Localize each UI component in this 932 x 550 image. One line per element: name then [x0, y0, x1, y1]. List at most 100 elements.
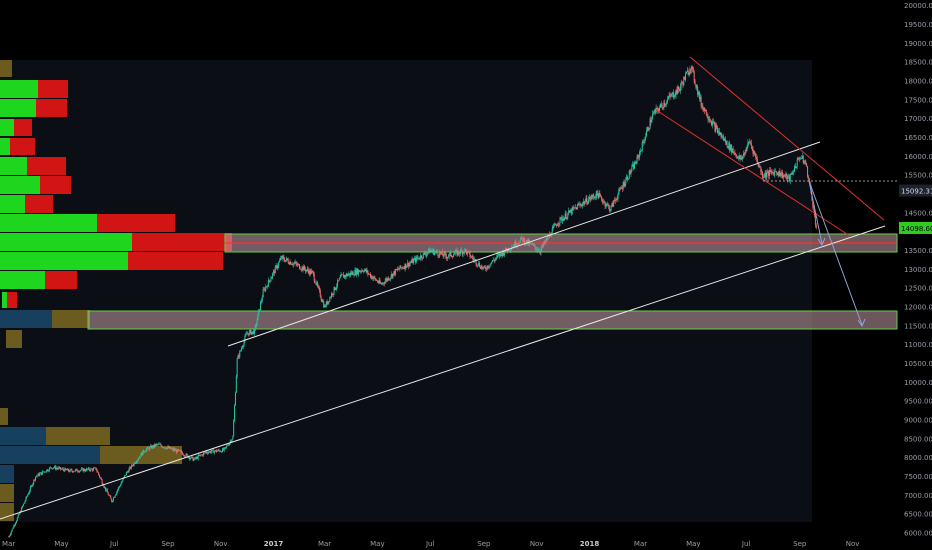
y-tick-label: 16000.00: [904, 153, 932, 161]
candle: [455, 248, 457, 254]
channel-upper-line: [689, 56, 885, 221]
candle: [492, 259, 494, 263]
candle: [712, 117, 714, 124]
y-tick-label: 7000.00: [904, 492, 932, 500]
candle: [731, 147, 733, 154]
candle: [588, 194, 590, 202]
candle: [532, 242, 534, 247]
candle: [727, 145, 729, 149]
candle: [133, 462, 135, 467]
candle: [407, 259, 409, 268]
candle: [780, 172, 782, 178]
candle: [282, 254, 284, 259]
candle: [466, 250, 468, 256]
y-tick-label: 9500.00: [904, 398, 932, 406]
candle: [668, 92, 670, 101]
y-tick-label: 10500.00: [904, 360, 932, 368]
candle: [253, 329, 255, 335]
candle: [736, 154, 738, 159]
candle: [649, 117, 651, 130]
candle: [632, 160, 634, 167]
candle: [688, 71, 690, 77]
candle: [111, 498, 113, 503]
candle: [756, 153, 758, 162]
candle: [642, 138, 644, 147]
candle: [304, 265, 306, 271]
candle: [789, 173, 791, 185]
candle: [334, 286, 336, 291]
candle: [277, 263, 279, 271]
candle: [469, 249, 471, 260]
candle: [170, 446, 172, 450]
candle: [588, 195, 590, 205]
candle: [28, 490, 30, 495]
candle: [293, 260, 295, 266]
candle: [663, 100, 665, 111]
candle: [545, 237, 547, 242]
candle: [644, 136, 646, 145]
candle: [234, 391, 236, 406]
candle: [799, 156, 801, 163]
x-tick-label: Sep: [793, 540, 807, 548]
candle: [682, 81, 684, 89]
candle: [41, 469, 43, 475]
candle: [298, 262, 300, 266]
candle: [775, 170, 777, 176]
candle: [767, 168, 769, 174]
candle: [178, 450, 180, 451]
candle: [675, 89, 677, 99]
y-axis: 6000.00 6500.00 7000.00 7500.00 8000.00 8500.…: [904, 2, 932, 537]
candle: [176, 448, 178, 455]
candle: [456, 247, 458, 257]
candle: [349, 273, 351, 278]
candle: [380, 281, 382, 285]
candle: [217, 448, 219, 452]
candle: [118, 485, 120, 489]
candle: [251, 332, 253, 336]
candle: [140, 451, 142, 457]
candle: [137, 457, 139, 461]
candle: [378, 277, 380, 285]
volume-bar-up: [2, 292, 7, 308]
candle: [74, 468, 76, 473]
long-term-trendline: [0, 225, 886, 520]
candle: [145, 447, 147, 453]
candle: [815, 222, 817, 230]
volume-bar-up: [0, 503, 14, 521]
candle: [357, 268, 359, 277]
candle: [520, 236, 522, 241]
candle: [764, 170, 766, 180]
candle: [129, 465, 131, 471]
candle: [157, 443, 159, 446]
candle: [332, 293, 334, 298]
candle: [142, 450, 144, 456]
candle: [189, 457, 191, 461]
candle: [622, 181, 624, 191]
candle: [450, 252, 452, 258]
candle: [46, 469, 48, 473]
candle: [105, 488, 107, 492]
candle: [596, 189, 598, 197]
candle: [651, 116, 653, 123]
candle: [750, 139, 752, 150]
candle: [662, 107, 664, 110]
candle: [109, 494, 111, 497]
candle: [352, 270, 354, 276]
candle: [193, 458, 195, 462]
candle: [559, 216, 561, 226]
candle: [135, 461, 137, 464]
candle: [489, 265, 491, 268]
candle: [98, 472, 100, 476]
candle: [238, 353, 240, 360]
candle: [249, 329, 251, 334]
candle: [728, 141, 730, 150]
candle: [386, 277, 388, 282]
candle: [9, 532, 11, 537]
candle: [128, 467, 130, 473]
mid-term-trendline: [227, 141, 821, 347]
candle: [12, 527, 14, 530]
volume-bar-up: [0, 176, 40, 194]
candle: [81, 467, 83, 470]
candle: [692, 66, 694, 73]
